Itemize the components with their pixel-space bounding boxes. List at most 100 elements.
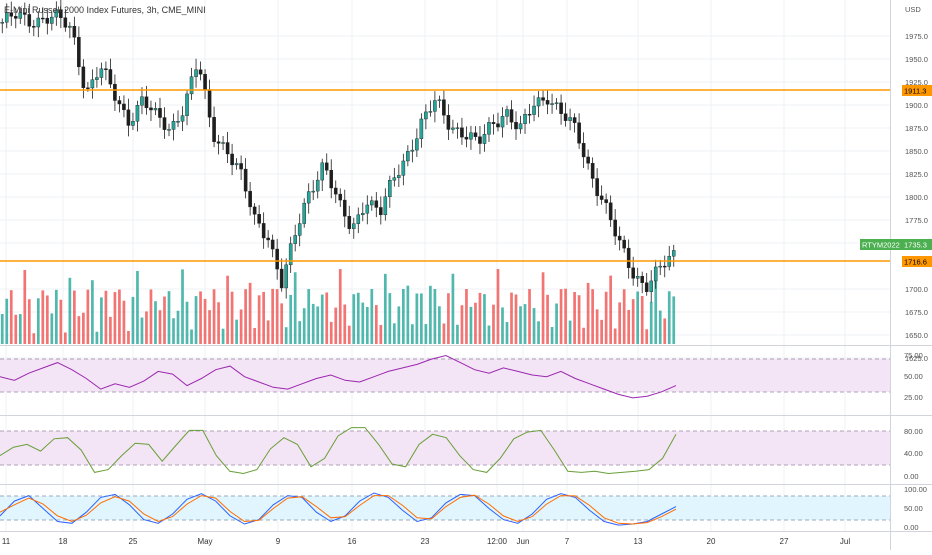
volume-bar bbox=[487, 325, 491, 344]
price-tick-label: 1975.0 bbox=[905, 32, 928, 41]
symbol-tag[interactable]: RTYM2022 bbox=[860, 239, 902, 250]
stochrsi-line bbox=[0, 427, 677, 475]
candle-body bbox=[626, 247, 631, 269]
volume-bar bbox=[23, 270, 27, 344]
volume-bar bbox=[154, 301, 157, 344]
volume-bar bbox=[226, 275, 229, 344]
candle-body bbox=[415, 138, 419, 151]
candle-body bbox=[635, 276, 640, 279]
candle-body bbox=[108, 69, 113, 85]
candle-body bbox=[81, 66, 86, 88]
volume-bar bbox=[5, 298, 9, 344]
volume-bar bbox=[415, 293, 419, 344]
volume-bar bbox=[649, 301, 653, 344]
candle-body bbox=[90, 79, 95, 89]
candle-body bbox=[329, 170, 334, 189]
candle-body bbox=[536, 97, 541, 107]
candle-body bbox=[216, 141, 221, 144]
volume-bar bbox=[343, 304, 347, 344]
candle-body bbox=[622, 239, 626, 249]
volume-bar bbox=[577, 295, 581, 344]
rsi-axis-tick-label: 25.00 bbox=[904, 393, 923, 402]
candle-body bbox=[293, 235, 297, 244]
volume-bar bbox=[329, 321, 333, 344]
candle-body bbox=[428, 111, 433, 113]
candle-body bbox=[356, 214, 361, 224]
chart-title: E-Mini Russell 2000 Index Futures, 3h, C… bbox=[4, 5, 206, 15]
candle-body bbox=[239, 163, 243, 170]
candle-body bbox=[590, 163, 595, 179]
time-tick-label: 9 bbox=[276, 537, 281, 546]
candle-body bbox=[640, 276, 644, 283]
candle-body bbox=[491, 122, 496, 124]
candle-body bbox=[496, 123, 500, 128]
volume-bar bbox=[307, 289, 311, 344]
time-tick-label: 13 bbox=[634, 537, 643, 546]
last-price-tag[interactable]: 1735.3 bbox=[902, 239, 932, 250]
volume-bar bbox=[523, 304, 527, 344]
volume-bar bbox=[104, 290, 108, 344]
candle-body bbox=[135, 105, 140, 122]
volume-bar bbox=[672, 296, 676, 344]
candle-body bbox=[203, 73, 207, 90]
upper-level-tag[interactable]: 1911.3 bbox=[902, 85, 932, 96]
volume-bar bbox=[45, 295, 49, 344]
volume-bar bbox=[537, 321, 540, 344]
candle-body bbox=[315, 179, 320, 192]
candle-body bbox=[617, 235, 622, 241]
candle-body bbox=[424, 111, 428, 120]
candle-body bbox=[514, 121, 518, 130]
volume-bar bbox=[438, 306, 441, 344]
volume-bar bbox=[374, 305, 378, 344]
lower-level-tag[interactable]: 1716.6 bbox=[902, 256, 932, 267]
candle-body bbox=[419, 118, 424, 139]
candle-body bbox=[86, 87, 90, 89]
candle-body bbox=[18, 12, 23, 19]
volume-bar bbox=[50, 313, 54, 344]
volume-bar bbox=[212, 289, 216, 344]
volume-bar bbox=[645, 329, 649, 344]
candle-body bbox=[50, 16, 54, 24]
time-tick-label: Jun bbox=[517, 537, 530, 546]
candle-body bbox=[324, 162, 329, 171]
stoch-axis-tick-label: 50.00 bbox=[904, 504, 923, 513]
candle-body bbox=[599, 195, 604, 200]
volume-bar bbox=[122, 300, 126, 344]
candle-body bbox=[649, 280, 653, 292]
volume-bar bbox=[528, 289, 531, 344]
volume-bar bbox=[14, 314, 18, 344]
candle-body bbox=[257, 214, 261, 224]
volume-bar bbox=[27, 299, 31, 344]
rsi-axis-tick-label: 75.00 bbox=[904, 351, 923, 360]
currency-label: USD bbox=[905, 5, 921, 14]
candle-body bbox=[131, 121, 135, 126]
candle-body bbox=[550, 103, 554, 105]
time-axis[interactable]: 11 18 25 May 9 16 23 12:00 Jun 7 13 20 27 Jul bbox=[2, 537, 850, 546]
time-tick-label: 18 bbox=[59, 537, 68, 546]
candle-body bbox=[581, 143, 586, 158]
volume-bar bbox=[185, 301, 189, 344]
candle-body bbox=[527, 113, 532, 116]
candle-body bbox=[243, 168, 248, 192]
candle-body bbox=[351, 223, 356, 229]
volume-bar bbox=[361, 302, 365, 344]
volume-bar bbox=[131, 296, 135, 344]
volume-bar bbox=[640, 296, 644, 344]
volume-bar bbox=[63, 332, 67, 344]
candle-body bbox=[225, 142, 230, 155]
volume-bar bbox=[519, 306, 522, 344]
candle-body bbox=[487, 122, 491, 135]
upper-level-label: 1911.3 bbox=[904, 87, 926, 96]
candle-body bbox=[234, 163, 239, 166]
volume-bar bbox=[199, 291, 202, 344]
volume-bar bbox=[68, 277, 72, 344]
volume-bar bbox=[181, 269, 184, 344]
volume-bar bbox=[0, 314, 4, 344]
candle-body bbox=[207, 89, 212, 118]
candle-body bbox=[577, 122, 581, 144]
candle-body bbox=[572, 117, 577, 123]
volume-bar bbox=[230, 291, 234, 344]
volume-bar bbox=[365, 307, 369, 344]
